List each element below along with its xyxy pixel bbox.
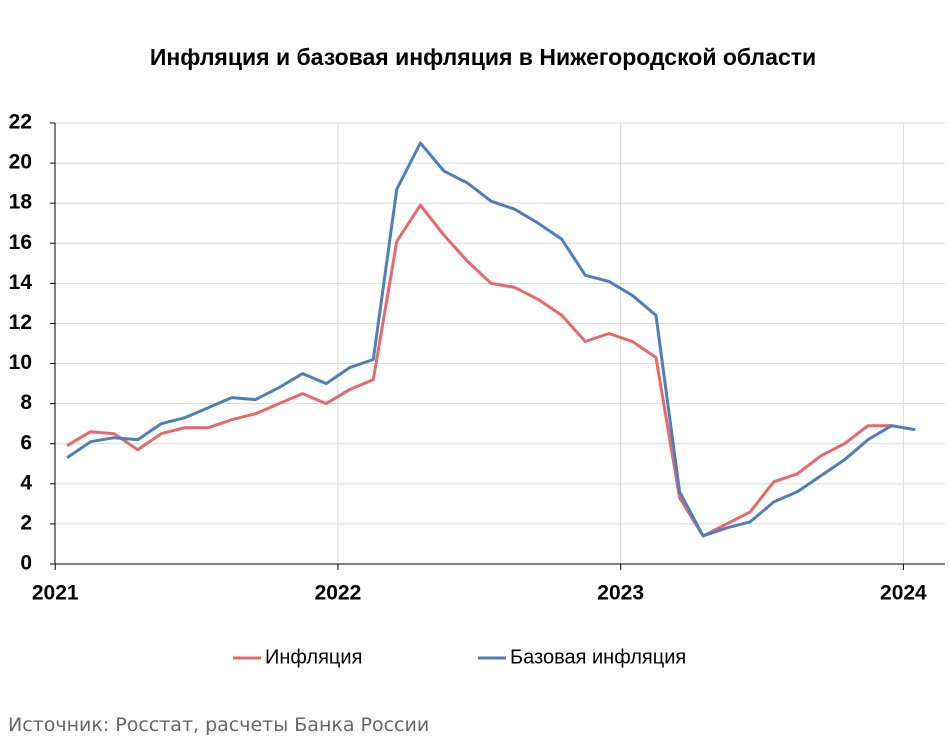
x-tick-label: 2024 <box>880 582 927 605</box>
series-line <box>66 141 916 538</box>
y-tick-label: 20 <box>9 151 32 174</box>
legend-label: Базовая инфляция <box>510 646 686 668</box>
source-note: Источник: Росстат, расчеты Банка России <box>8 714 430 736</box>
y-tick-label: 6 <box>20 431 32 454</box>
series-line <box>66 203 916 538</box>
x-tick-label: 2023 <box>597 582 644 605</box>
legend-label: Инфляция <box>265 646 362 668</box>
chart-title: Инфляция и базовая инфляция в Нижегородс… <box>149 44 817 70</box>
x-tick-label: 2022 <box>315 582 362 605</box>
y-tick-label: 16 <box>9 231 32 254</box>
x-tick-label: 2021 <box>32 582 79 605</box>
y-tick-label: 2 <box>20 511 32 534</box>
y-tick-label: 8 <box>20 391 32 414</box>
y-tick-label: 14 <box>9 271 33 294</box>
y-tick-label: 22 <box>9 111 32 134</box>
y-tick-label: 18 <box>9 191 33 214</box>
y-tick-label: 12 <box>9 311 32 334</box>
y-tick-label: 4 <box>20 471 32 494</box>
y-tick-label: 10 <box>9 351 32 374</box>
y-tick-label: 0 <box>20 552 32 575</box>
